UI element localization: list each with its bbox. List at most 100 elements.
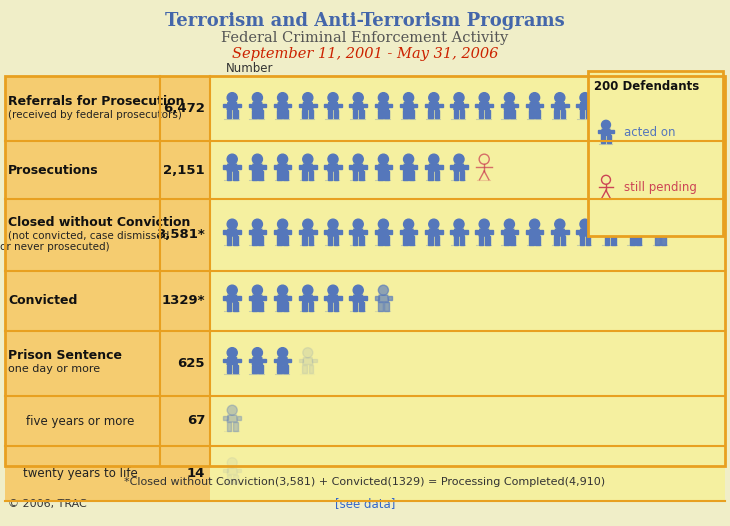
- Polygon shape: [312, 296, 317, 300]
- Polygon shape: [374, 230, 379, 234]
- Text: Prison Sentence: Prison Sentence: [8, 349, 122, 362]
- Polygon shape: [564, 230, 569, 234]
- Text: Prosecutions: Prosecutions: [8, 164, 99, 177]
- Circle shape: [277, 219, 288, 229]
- Polygon shape: [312, 359, 317, 362]
- Polygon shape: [514, 104, 518, 107]
- Polygon shape: [337, 230, 342, 234]
- Polygon shape: [302, 171, 307, 180]
- Polygon shape: [384, 236, 389, 245]
- Polygon shape: [227, 164, 237, 171]
- Polygon shape: [501, 104, 505, 107]
- Polygon shape: [475, 230, 480, 234]
- Polygon shape: [656, 236, 660, 245]
- Polygon shape: [353, 103, 364, 109]
- Polygon shape: [227, 365, 231, 373]
- Polygon shape: [404, 229, 414, 236]
- Polygon shape: [283, 302, 288, 311]
- Polygon shape: [324, 104, 328, 107]
- Circle shape: [353, 154, 364, 164]
- Bar: [5, 331, 210, 396]
- Polygon shape: [302, 365, 307, 373]
- Polygon shape: [324, 296, 328, 300]
- Polygon shape: [249, 165, 253, 169]
- Polygon shape: [413, 104, 418, 107]
- Circle shape: [303, 285, 313, 295]
- Polygon shape: [328, 295, 338, 302]
- Polygon shape: [303, 358, 313, 365]
- Polygon shape: [337, 296, 342, 300]
- Polygon shape: [712, 109, 716, 118]
- Polygon shape: [353, 109, 358, 118]
- Circle shape: [328, 154, 338, 164]
- Polygon shape: [384, 302, 389, 311]
- Polygon shape: [429, 171, 433, 180]
- Circle shape: [353, 285, 364, 295]
- Polygon shape: [262, 230, 266, 234]
- Polygon shape: [429, 109, 433, 118]
- Text: Federal Criminal Enforcement Activity: Federal Criminal Enforcement Activity: [221, 31, 509, 45]
- Polygon shape: [602, 129, 610, 135]
- Polygon shape: [299, 359, 304, 362]
- Polygon shape: [529, 109, 534, 118]
- Polygon shape: [312, 230, 317, 234]
- Polygon shape: [551, 104, 556, 107]
- Polygon shape: [253, 229, 263, 236]
- Circle shape: [277, 285, 288, 295]
- Polygon shape: [303, 229, 313, 236]
- Polygon shape: [237, 359, 241, 362]
- Polygon shape: [223, 416, 228, 420]
- Bar: [5, 76, 725, 466]
- Polygon shape: [223, 469, 228, 472]
- Polygon shape: [526, 230, 530, 234]
- Polygon shape: [303, 295, 313, 302]
- Polygon shape: [353, 171, 358, 180]
- Circle shape: [504, 219, 515, 229]
- Bar: [210, 396, 725, 446]
- Circle shape: [277, 348, 288, 358]
- Polygon shape: [223, 359, 228, 362]
- Polygon shape: [626, 230, 631, 234]
- Circle shape: [227, 285, 237, 295]
- Polygon shape: [561, 109, 565, 118]
- Polygon shape: [526, 104, 530, 107]
- Text: acted on: acted on: [624, 126, 675, 139]
- Polygon shape: [312, 165, 317, 169]
- Polygon shape: [388, 104, 392, 107]
- Text: 3,581*: 3,581*: [156, 228, 205, 241]
- Polygon shape: [680, 103, 691, 109]
- Polygon shape: [453, 109, 458, 118]
- Bar: [210, 271, 725, 331]
- Polygon shape: [425, 165, 429, 169]
- Polygon shape: [555, 103, 565, 109]
- Polygon shape: [237, 469, 241, 472]
- Polygon shape: [464, 165, 468, 169]
- Polygon shape: [227, 474, 231, 483]
- Polygon shape: [652, 104, 656, 107]
- Polygon shape: [504, 103, 515, 109]
- Polygon shape: [233, 109, 237, 118]
- Circle shape: [580, 93, 590, 103]
- Polygon shape: [252, 109, 257, 118]
- Polygon shape: [299, 296, 304, 300]
- Circle shape: [706, 93, 716, 103]
- Polygon shape: [429, 229, 439, 236]
- Polygon shape: [309, 302, 313, 311]
- Polygon shape: [227, 422, 231, 431]
- Polygon shape: [636, 109, 641, 118]
- Polygon shape: [438, 165, 442, 169]
- Polygon shape: [576, 230, 580, 234]
- Polygon shape: [488, 104, 493, 107]
- Circle shape: [529, 219, 539, 229]
- Polygon shape: [485, 109, 490, 118]
- Polygon shape: [425, 230, 429, 234]
- Text: Referrals for Prosecution: Referrals for Prosecution: [8, 95, 185, 108]
- Polygon shape: [384, 109, 389, 118]
- Bar: [588, 71, 723, 236]
- Circle shape: [227, 405, 237, 415]
- Circle shape: [580, 219, 590, 229]
- Polygon shape: [656, 109, 660, 118]
- Polygon shape: [450, 230, 455, 234]
- Polygon shape: [328, 164, 338, 171]
- Polygon shape: [479, 236, 483, 245]
